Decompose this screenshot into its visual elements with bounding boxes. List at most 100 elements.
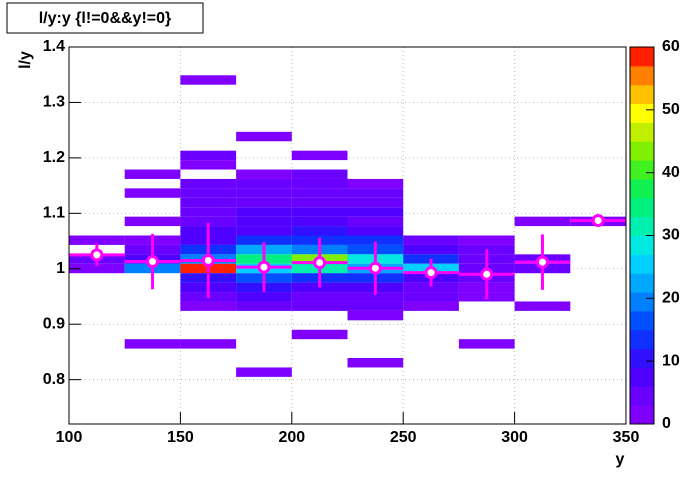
heat-cell [236,131,292,142]
palette-band [630,197,654,218]
y-tick-label: 1 [56,260,65,277]
heat-cell [180,197,237,208]
heat-cell [180,216,237,227]
palette-band [630,367,654,387]
heat-cell [291,150,348,161]
heat-cell [180,150,237,161]
heat-cell [236,207,292,217]
palette-band [630,178,654,199]
y-tick-label: 0.9 [43,315,65,332]
heat-cell [69,235,125,245]
heat-cell [291,329,348,340]
profile-point [535,255,549,269]
heat-cell [124,188,181,198]
heat-cell [347,292,404,302]
palette-band [630,65,654,86]
palette-band [630,254,654,274]
palette-band [630,386,654,406]
z-tick-label: 40 [662,164,680,181]
profile-point [90,248,104,262]
profile-point [480,267,494,281]
palette-band [630,84,654,105]
heat-cell [180,75,237,85]
heat-cell [347,301,404,311]
heat-cell [347,207,404,217]
heat-cell [347,310,404,321]
heat-cell [124,339,181,349]
y-tick-label: 1.2 [43,149,65,166]
heat-cell [291,292,348,302]
y-tick-label: 1.3 [43,94,65,111]
heat-cell [236,226,292,236]
palette-band [630,122,654,142]
heat-cell [236,367,292,377]
heat-cell [69,263,125,274]
heat-cell [124,169,181,179]
profile-point [257,260,271,274]
x-tick-label: 150 [167,429,194,446]
profile-point [201,253,215,267]
heat-cell [347,188,404,198]
palette-band [630,292,654,312]
heat-cell [347,178,404,189]
profile-point [368,261,382,275]
chart-title: l/y:y {l!=0&&y!=0} [39,10,172,27]
heat-cell [236,292,292,302]
palette-band [630,348,654,368]
palette-band [630,160,654,180]
x-tick-label: 350 [613,429,640,446]
x-tick-label: 250 [390,429,417,446]
heat-cell [236,169,292,179]
y-tick-label: 1.1 [43,205,65,222]
heat-cell [180,160,237,170]
heat-cell [403,244,459,255]
heat-cell [236,301,292,311]
heat-cell [236,188,292,198]
heat-cell [514,301,571,311]
palette-band [630,310,654,331]
x-axis-label: y [616,451,625,468]
y-axis-label: l/y [17,51,34,69]
heat-cell [180,301,237,311]
y-tick-label: 0.8 [43,371,65,388]
heat-cell [291,216,348,227]
heat-cell [458,339,515,349]
heat-cell [347,197,404,208]
palette-band [630,235,654,255]
heat-cell [347,235,404,245]
title-box [6,2,204,34]
profile-point [591,214,605,228]
palette-band [630,216,654,236]
heat-cell [291,226,348,236]
palette-band [630,103,654,123]
z-tick-label: 50 [662,101,680,118]
x-tick-label: 300 [501,429,528,446]
profile-point [146,255,160,269]
heat-cell [347,216,404,227]
heat-cell [180,207,237,217]
heat-cell [236,178,292,189]
heat-cell [236,235,292,245]
heat-cell [291,169,348,179]
heat-cell [291,178,348,189]
heat-cell [403,292,459,302]
heat-cell [236,197,292,208]
z-tick-label: 10 [662,352,680,369]
heat-cell [180,188,237,198]
heat-cell [514,216,571,227]
z-tick-label: 60 [662,38,680,55]
heat-cell [403,282,459,293]
heat-cell [180,339,237,349]
heat-cell [124,216,181,227]
x-tick-label: 100 [56,429,83,446]
heat-cell [291,188,348,198]
heat-cell [347,358,404,368]
palette-band [630,329,654,350]
x-tick-label: 200 [278,429,305,446]
heat-cell [291,207,348,217]
heat-cell [347,226,404,236]
palette-band [630,405,654,425]
palette-band [630,273,654,293]
heat-cell [403,301,459,311]
